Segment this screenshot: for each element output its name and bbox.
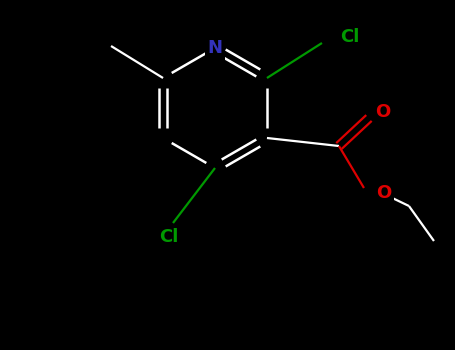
Text: O: O [376,184,391,202]
Text: Cl: Cl [340,28,359,46]
Text: N: N [207,39,222,57]
Text: Cl: Cl [159,228,179,246]
Text: O: O [375,103,390,121]
